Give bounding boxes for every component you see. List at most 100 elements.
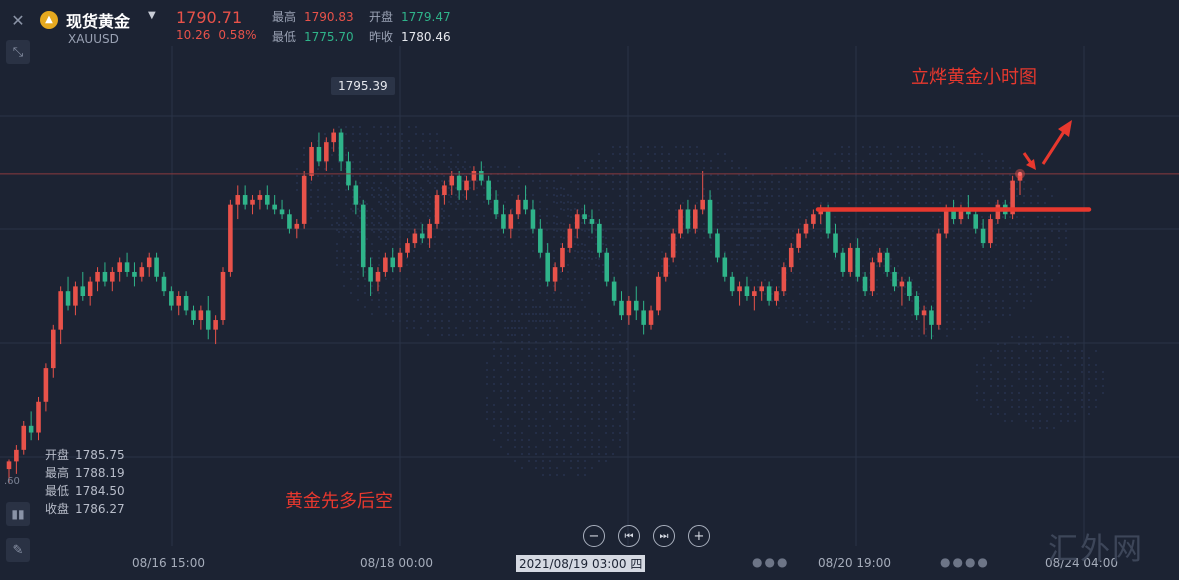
map-dot xyxy=(433,326,437,330)
map-dot xyxy=(667,208,671,212)
change-percent: 0.58% xyxy=(218,28,257,42)
map-dot xyxy=(1066,356,1070,360)
map-dot xyxy=(372,125,376,129)
map-dot xyxy=(674,166,678,170)
candle-body xyxy=(737,286,742,292)
chevron-down-icon[interactable]: ▼ xyxy=(148,10,156,21)
map-dot xyxy=(980,257,984,261)
map-dot xyxy=(777,264,781,268)
map-dot xyxy=(716,215,720,219)
map-dot xyxy=(562,368,566,372)
map-dot xyxy=(1015,173,1019,177)
candle-body xyxy=(272,204,277,210)
close-icon[interactable]: ✕ xyxy=(11,10,25,30)
map-dot xyxy=(604,166,608,170)
map-dot xyxy=(1015,180,1019,184)
map-dot xyxy=(959,292,963,296)
map-dot xyxy=(1080,356,1084,360)
candle-body xyxy=(685,209,691,229)
map-dot xyxy=(541,361,545,365)
map-dot xyxy=(903,320,907,324)
instrument-name[interactable]: 现货黄金 xyxy=(66,12,131,31)
map-dot xyxy=(709,166,713,170)
map-dot xyxy=(604,180,608,184)
day-high: 最高 1790.83 xyxy=(272,8,354,25)
map-dot xyxy=(552,193,556,197)
map-dot xyxy=(749,264,753,268)
map-dot xyxy=(709,250,713,254)
zoom-in-button[interactable]: + xyxy=(688,525,710,547)
map-dot xyxy=(1001,201,1005,205)
map-dot xyxy=(763,285,767,289)
map-dot xyxy=(349,291,353,295)
map-dot xyxy=(454,186,458,190)
map-dot xyxy=(555,466,559,470)
map-dot xyxy=(461,319,465,323)
map-dot xyxy=(342,263,346,267)
collapse-arrows-icon[interactable]: ⤡ xyxy=(6,40,30,64)
map-dot xyxy=(896,320,900,324)
map-dot xyxy=(1043,257,1047,261)
map-dot xyxy=(583,229,587,233)
map-dot xyxy=(882,285,886,289)
map-dot xyxy=(847,166,851,170)
map-dot xyxy=(426,165,430,169)
map-dot xyxy=(421,195,425,199)
map-dot xyxy=(735,264,739,268)
map-dot xyxy=(611,208,615,212)
map-dot xyxy=(826,320,830,324)
map-dot xyxy=(499,361,503,365)
map-dot xyxy=(1057,250,1061,254)
map-dot xyxy=(1003,349,1007,353)
change-value: 10.26 xyxy=(176,28,211,42)
candle-body xyxy=(980,228,986,244)
map-dot xyxy=(475,333,479,337)
map-dot xyxy=(975,370,979,374)
map-dot xyxy=(1050,229,1054,233)
map-dot xyxy=(541,424,545,428)
map-dot xyxy=(966,306,970,310)
map-dot xyxy=(646,208,650,212)
x-tick-label: 08/20 19:00 xyxy=(818,556,891,570)
jump-end-button[interactable]: ⏭ xyxy=(653,525,675,547)
candle-type-icon[interactable]: ▮▮ xyxy=(6,502,30,526)
map-dot xyxy=(510,242,514,246)
map-dot xyxy=(552,298,556,302)
jump-start-button[interactable]: ⏮ xyxy=(618,525,640,547)
map-dot xyxy=(370,193,374,197)
map-dot xyxy=(552,249,556,253)
map-dot xyxy=(349,270,353,274)
map-dot xyxy=(987,159,991,163)
map-dot xyxy=(499,396,503,400)
map-dot xyxy=(674,194,678,198)
map-dot xyxy=(349,235,353,239)
map-dot xyxy=(414,146,418,150)
map-dot xyxy=(372,195,376,199)
map-dot xyxy=(688,257,692,261)
map-dot xyxy=(1010,349,1014,353)
map-dot xyxy=(295,167,299,171)
map-dot xyxy=(973,327,977,331)
map-dot xyxy=(730,257,734,261)
map-dot xyxy=(407,139,411,143)
map-dot xyxy=(1024,398,1028,402)
map-dot xyxy=(456,167,460,171)
map-dot xyxy=(1010,370,1014,374)
map-dot xyxy=(646,222,650,226)
map-dot xyxy=(531,319,535,323)
map-dot xyxy=(590,312,594,316)
map-dot xyxy=(945,285,949,289)
zoom-out-button[interactable]: − xyxy=(583,525,605,547)
map-dot xyxy=(1080,370,1084,374)
map-dot xyxy=(482,284,486,288)
map-dot xyxy=(573,256,577,260)
map-dot xyxy=(723,250,727,254)
map-dot xyxy=(419,193,423,197)
map-dot xyxy=(611,187,615,191)
candle-body xyxy=(279,209,285,215)
map-dot xyxy=(709,159,713,163)
draw-pencil-icon[interactable]: ✎ xyxy=(6,538,30,562)
day-open: 开盘 1779.47 xyxy=(369,8,451,25)
map-dot xyxy=(805,320,809,324)
